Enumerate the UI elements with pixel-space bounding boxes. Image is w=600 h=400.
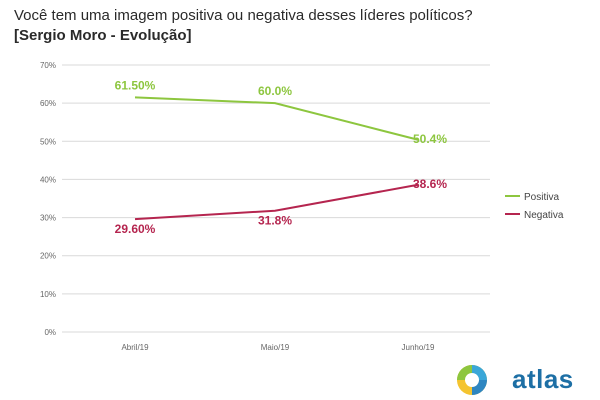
y-tick-label: 70% [40,61,56,70]
data-label: 31.8% [258,214,292,228]
data-label: 29.60% [115,222,156,236]
logo-text: atlas [512,364,574,394]
data-label: 50.4% [413,132,447,146]
y-tick-label: 20% [40,252,56,261]
x-tick-label: Maio/19 [261,343,290,352]
chart-subtitle: [Sergio Moro - Evolução] [14,27,192,44]
y-tick-label: 10% [40,290,56,299]
legend-label-positiva: Positiva [524,192,559,203]
y-tick-label: 60% [40,99,56,108]
series-line-positiva [134,96,419,141]
x-tick-label: Junho/19 [402,343,435,352]
y-tick-label: 30% [40,214,56,223]
data-label: 38.6% [413,177,447,191]
chart-title: Você tem uma imagem positiva ou negativa… [14,7,473,24]
legend-label-negativa: Negativa [524,210,564,221]
y-tick-label: 50% [40,137,56,146]
y-tick-label: 0% [44,328,56,337]
data-label: 60.0% [258,84,292,98]
x-tick-label: Abril/19 [121,343,149,352]
atlas-logo-icon [457,365,487,395]
y-tick-label: 40% [40,175,56,184]
chart-title-block: Você tem uma imagem positiva ou negativa… [14,6,594,46]
data-label: 61.50% [115,78,156,92]
